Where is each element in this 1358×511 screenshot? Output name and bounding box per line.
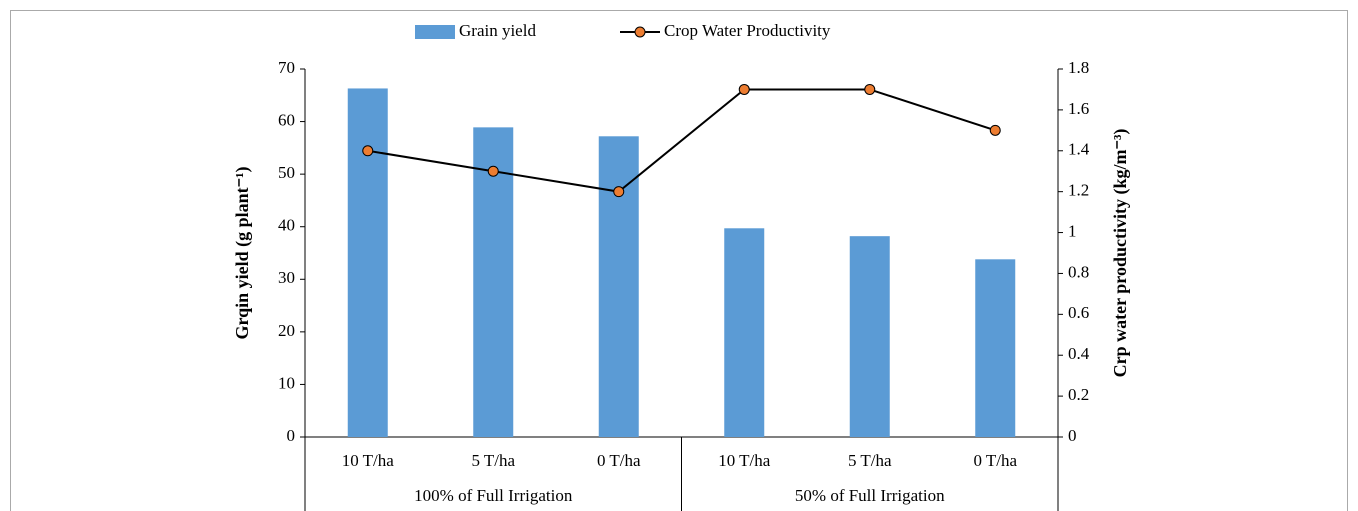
- legend-swatch: [415, 25, 455, 39]
- y-tick-label: 20: [278, 321, 295, 340]
- marker: [362, 145, 374, 157]
- marker: [989, 124, 1001, 136]
- group-label: 100% of Full Irrigation: [414, 486, 573, 505]
- legend-label: Grain yield: [459, 21, 536, 40]
- y2-axis-label: Crp water productivity (kg/m⁻³): [1110, 129, 1131, 378]
- bar: [849, 236, 890, 437]
- y2-tick-label: 1: [1068, 221, 1077, 240]
- marker: [487, 165, 499, 177]
- y-axis-label: Grqin yield (g plant⁻¹): [232, 166, 253, 339]
- y2-tick-label: 1.8: [1068, 58, 1089, 77]
- y2-tick-label: 0.6: [1068, 303, 1089, 322]
- frame: [10, 10, 1348, 511]
- y-tick-label: 70: [278, 58, 295, 77]
- y2-tick-label: 1.2: [1068, 181, 1089, 200]
- y2-tick-label: 1.4: [1068, 140, 1090, 159]
- marker: [864, 83, 876, 95]
- y-tick-label: 40: [278, 216, 295, 235]
- x-tick-label: 5 T/ha: [848, 451, 892, 470]
- x-tick-label: 10 T/ha: [718, 451, 771, 470]
- y2-tick-label: 0: [1068, 426, 1077, 445]
- y2-tick-label: 1.6: [1068, 99, 1089, 118]
- y-tick-label: 0: [287, 426, 296, 445]
- bar: [724, 228, 765, 437]
- y-tick-label: 30: [278, 268, 295, 287]
- line: [367, 88, 996, 193]
- bar: [347, 88, 388, 438]
- legend-marker: [634, 26, 646, 38]
- x-tick-label: 0 T/ha: [973, 451, 1017, 470]
- legend-label: Crop Water Productivity: [664, 21, 831, 40]
- bar: [473, 127, 514, 438]
- bar: [975, 259, 1016, 437]
- y2-tick-label: 0.4: [1068, 344, 1090, 363]
- y-tick-label: 50: [278, 163, 295, 182]
- y2-tick-label: 0.8: [1068, 262, 1089, 281]
- marker: [613, 186, 625, 198]
- y2-tick-label: 0.2: [1068, 385, 1089, 404]
- y-tick-label: 60: [278, 110, 295, 129]
- group-label: 50% of Full Irrigation: [795, 486, 945, 505]
- y-tick-label: 10: [278, 373, 295, 392]
- x-tick-label: 0 T/ha: [597, 451, 641, 470]
- marker: [738, 83, 750, 95]
- x-tick-label: 10 T/ha: [342, 451, 395, 470]
- x-tick-label: 5 T/ha: [471, 451, 515, 470]
